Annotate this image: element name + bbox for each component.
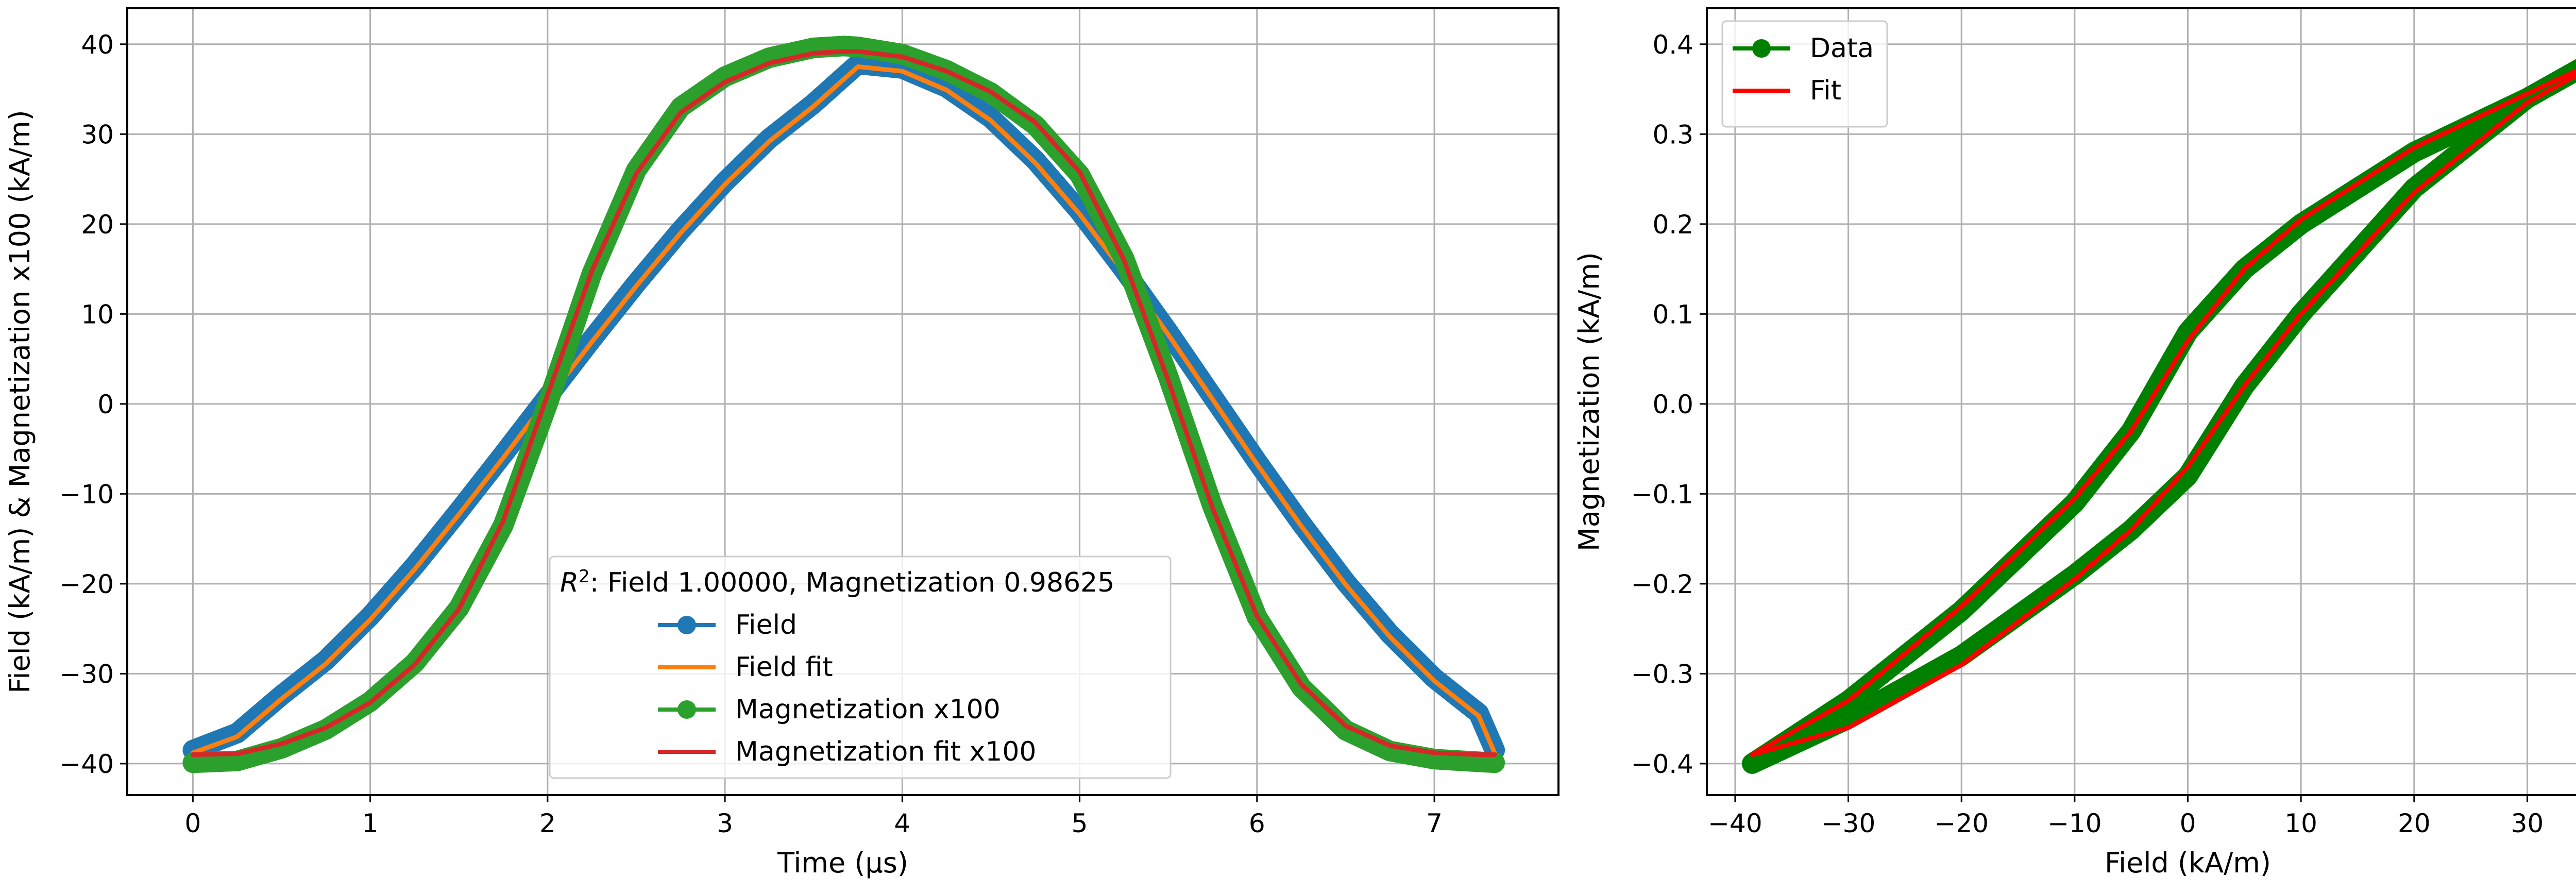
tick-labels: −40−30−20−10010203040−0.4−0.3−0.2−0.10.0… <box>1631 30 2544 838</box>
series-line-magnetization-fit-x100 <box>190 49 1497 757</box>
legend-label-field: Field <box>735 610 797 641</box>
y-tick-label: 0.3 <box>1652 120 1693 149</box>
y-tick-label: 20 <box>81 210 114 240</box>
x-tick-label: 30 <box>2511 808 2544 838</box>
x-tick-label: 5 <box>1072 808 1088 838</box>
x-tick-label: 7 <box>1426 808 1443 838</box>
tick-labels: 0 1 2 3 4 5 6 7 −40 −30 −20 −10 0 10 20 30 40 <box>59 30 1442 838</box>
legend-label-field-fit: Field fit <box>735 652 833 683</box>
legend-title: R2: Field 1.00000, Magnetization 0.98625 <box>560 566 1114 598</box>
x-tick-label: 0 <box>2180 808 2196 838</box>
axes-frame <box>126 7 1560 796</box>
x-tick-label: 6 <box>1249 808 1265 838</box>
y-axis-label: Field (kA/m) & Magnetization x100 (kA/m) <box>4 110 36 693</box>
tick-marks <box>120 43 1435 802</box>
x-tick-label: 2 <box>539 808 556 838</box>
y-tick-label: −40 <box>59 749 114 779</box>
legend-marker-data <box>1752 39 1771 58</box>
y-tick-label: 0.4 <box>1652 30 1693 60</box>
y-tick-label: 0 <box>97 390 114 419</box>
y-tick-label: 40 <box>81 30 114 60</box>
legend-entries: Data Fit <box>1733 33 1874 106</box>
legend-title-r: R <box>560 567 579 598</box>
x-tick-label: 1 <box>362 808 379 838</box>
legend: R2: Field 1.00000, Magnetization 0.98625… <box>549 555 1172 779</box>
y-tick-label: 10 <box>81 299 114 329</box>
y-tick-label: −0.4 <box>1631 749 1693 779</box>
y-tick-label: 0.0 <box>1652 390 1693 419</box>
x-tick-label: −40 <box>1708 808 1762 838</box>
y-tick-label: −0.2 <box>1631 569 1693 599</box>
legend-label-magnetization-x100: Magnetization x100 <box>735 694 1001 725</box>
legend: Data Fit <box>1721 20 1888 128</box>
legend-marker-field <box>677 616 696 634</box>
series-line-field-fit <box>190 64 1497 755</box>
x-tick-label: −10 <box>2047 808 2102 838</box>
x-axis-label: Field (kA/m) <box>2105 847 2271 879</box>
series-lines <box>182 36 1505 773</box>
y-axis-label: Magnetization (kA/m) <box>1573 252 1605 551</box>
x-tick-label: 0 <box>184 808 201 838</box>
y-tick-label: 0.1 <box>1652 299 1693 329</box>
x-tick-label: 10 <box>2284 808 2317 838</box>
y-tick-label: 0.2 <box>1652 210 1693 240</box>
legend-label-magnetization-fit-x100: Magnetization fit x100 <box>735 736 1037 767</box>
x-tick-label: −30 <box>1821 808 1876 838</box>
hysteresis-panel: −40−30−20−10010203040−0.4−0.3−0.2−0.10.0… <box>1573 7 2576 879</box>
y-tick-label: −10 <box>59 479 114 509</box>
legend-label-fit: Fit <box>1810 75 1841 106</box>
series-lines <box>1741 59 2576 774</box>
y-tick-label: −20 <box>59 569 114 599</box>
y-tick-label: −30 <box>59 659 114 689</box>
legend-box <box>549 555 1172 779</box>
y-tick-label: 30 <box>81 120 114 149</box>
x-tick-label: −20 <box>1934 808 1989 838</box>
y-tick-label: −0.1 <box>1631 479 1693 509</box>
legend-entries: Field Field fit Magnetization x100 Magnetiz… <box>658 610 1037 767</box>
x-tick-label: 20 <box>2398 808 2431 838</box>
legend-marker-magnetization-x100 <box>677 700 696 719</box>
series-line-fit <box>1750 68 2576 757</box>
x-axis-label: Time (μs) <box>777 847 908 879</box>
legend-label-data: Data <box>1810 33 1874 64</box>
legend-title-text: : Field 1.00000, Magnetization 0.98625 <box>590 567 1115 598</box>
y-tick-label: −0.3 <box>1631 659 1693 689</box>
tick-marks <box>1700 43 2528 802</box>
x-tick-label: 4 <box>894 808 910 838</box>
x-tick-label: 3 <box>717 808 733 838</box>
legend-title-superscript: 2 <box>579 566 590 587</box>
